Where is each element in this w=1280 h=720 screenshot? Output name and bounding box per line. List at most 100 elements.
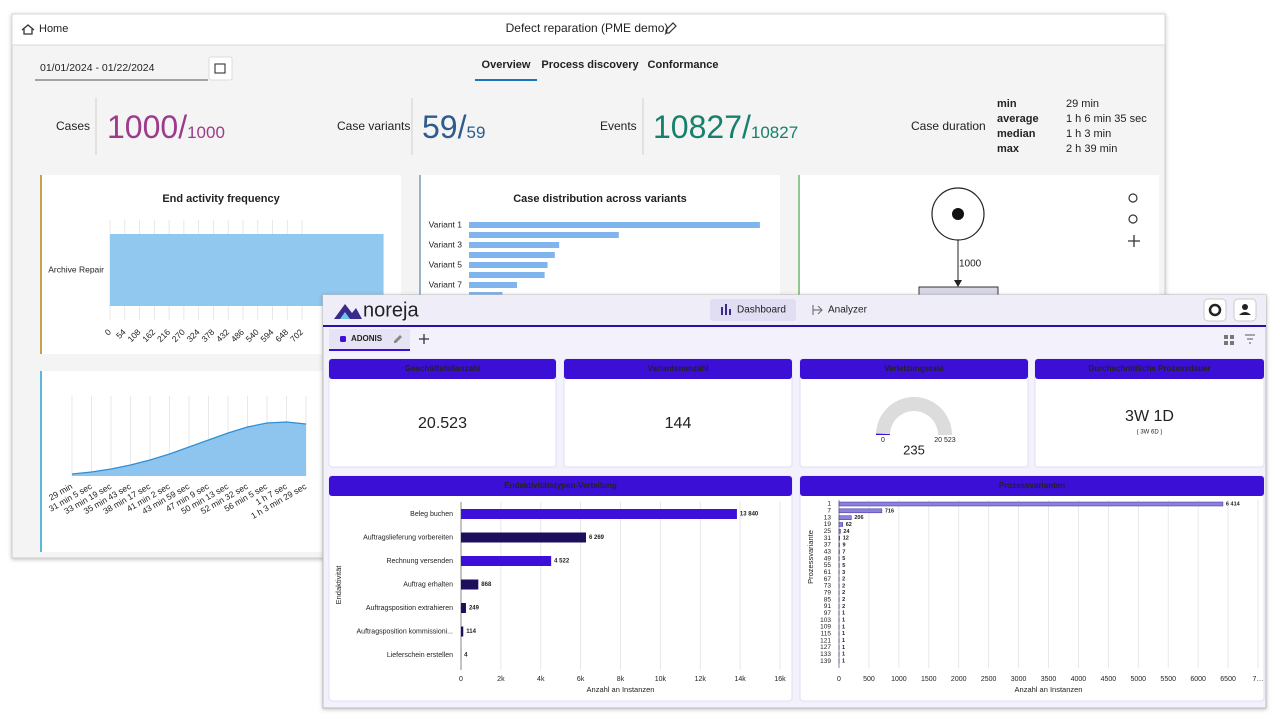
kpi-label: Events [600,119,637,133]
y-tick-label: 13 [824,514,832,521]
x-tick-label: 2500 [981,676,997,683]
y-tick-label: 31 [824,535,832,542]
card-title: Geschäftsfallanzahl [405,364,480,373]
x-tick-label: 0 [103,327,114,338]
filter-icon[interactable] [1245,334,1255,344]
y-tick-label: 43 [824,549,832,556]
y-tick-label: Auftragslieferung vorbereiten [363,534,453,541]
bar [838,522,843,527]
zoom-out-button[interactable] [1124,210,1144,230]
y-tick-label: 49 [824,555,832,562]
value-label: 4 [464,653,468,659]
home-link[interactable]: Home [39,23,68,35]
user-icon [1242,304,1248,310]
home-icon[interactable] [21,24,35,35]
value-label: 24 [843,529,850,535]
value-label: 249 [469,606,480,612]
y-tick-label: 55 [824,562,832,569]
x-tick-label: 6k [577,676,585,683]
dashboard-icon [725,304,727,315]
x-tick-label: 5500 [1160,676,1176,683]
bar [461,579,479,590]
kpi-count: 1000/ [107,109,187,145]
card-header [800,476,1264,496]
zoom-out-icon [1128,214,1138,224]
arrow-head [954,280,962,287]
page-title: Defect reparation (PME demo) [506,21,669,35]
x-tick-label: 500 [863,676,875,683]
bar [461,509,737,519]
nav-item[interactable]: Dashboard [737,305,786,316]
kpi-value: 3W 1D [1125,408,1174,425]
y-tick-label: 103 [820,617,831,624]
tab-bg[interactable] [329,329,410,350]
header-rule [323,325,1266,327]
settings-button[interactable] [1203,298,1227,322]
zoom-in-icon [1128,193,1138,203]
bar [838,501,1224,507]
gauge-tick-label: 0 [881,437,885,444]
x-tick-label: 3500 [1041,676,1057,683]
card-title: Endaktivitätstypen-Verteilung [504,481,617,490]
arc-label: 1000 [959,259,982,270]
y-axis-label: Prozessvariante [806,530,815,584]
kpi-label: Case variants [337,119,410,133]
y-tick-label: 121 [820,637,831,644]
value-label: 5 [842,563,845,569]
x-tick-label: 6500 [1220,676,1236,683]
bar [469,272,545,278]
tab[interactable]: Process discovery [541,59,639,71]
token [952,208,964,220]
dashboard-icon [729,309,731,315]
front-window: noreja Dashboard Analyzer ADONIS Geschäftsfa… [322,294,1267,709]
bar [461,603,466,613]
y-tick-label: 109 [820,624,831,631]
bar [461,532,586,543]
value-label: 2 [842,590,845,596]
kpi-total: 1000 [187,123,225,142]
tab-edit-icon[interactable] [394,335,402,343]
kpi-count: 10827/ [653,109,751,145]
value-label: 62 [846,522,852,528]
zoom-in-button[interactable] [1124,189,1144,209]
card-title: Verletzungsrate [884,364,944,373]
x-tick-label: 3000 [1011,676,1027,683]
value-label: 206 [854,515,863,521]
card-header [800,359,1028,379]
y-tick-label: 79 [824,590,832,597]
area [72,422,306,476]
nav-active-bg [710,299,796,321]
kpi-value: 20.523 [418,415,467,432]
bar [469,222,760,228]
bar [838,508,883,514]
y-tick-label: 25 [824,528,832,535]
card-title: Variantenanzahl [648,364,709,373]
pan-icon[interactable] [1128,235,1140,247]
card-header [1035,359,1264,379]
nav-item[interactable]: Analyzer [828,305,868,316]
value-label: 1 [842,645,845,651]
x-tick-label: 1500 [921,676,937,683]
gauge-value [876,433,891,435]
edit-icon[interactable] [665,22,677,34]
add-tab-button[interactable] [419,334,429,344]
y-tick-label: 67 [824,576,832,583]
kpi-value: 1000/1000 [107,109,225,145]
layout-icon[interactable] [1224,335,1234,345]
x-tick-label: 4000 [1071,676,1087,683]
calendar-button[interactable] [208,56,233,81]
x-tick-label: 2k [497,676,505,683]
duration-value: 29 min [1066,98,1099,110]
tab[interactable]: Conformance [648,59,719,71]
y-tick-label: 139 [820,658,831,665]
bar [469,282,517,288]
tab[interactable]: Overview [482,59,531,71]
y-tick-label: 97 [824,610,832,617]
x-tick-label: 0 [837,676,841,683]
x-tick-label: 5000 [1130,676,1146,683]
kpi-value: 144 [665,415,692,432]
y-tick-label: Beleg buchen [410,511,453,518]
dashboard-tab[interactable]: ADONIS [351,334,383,343]
gauge-value-label: 235 [903,442,925,457]
